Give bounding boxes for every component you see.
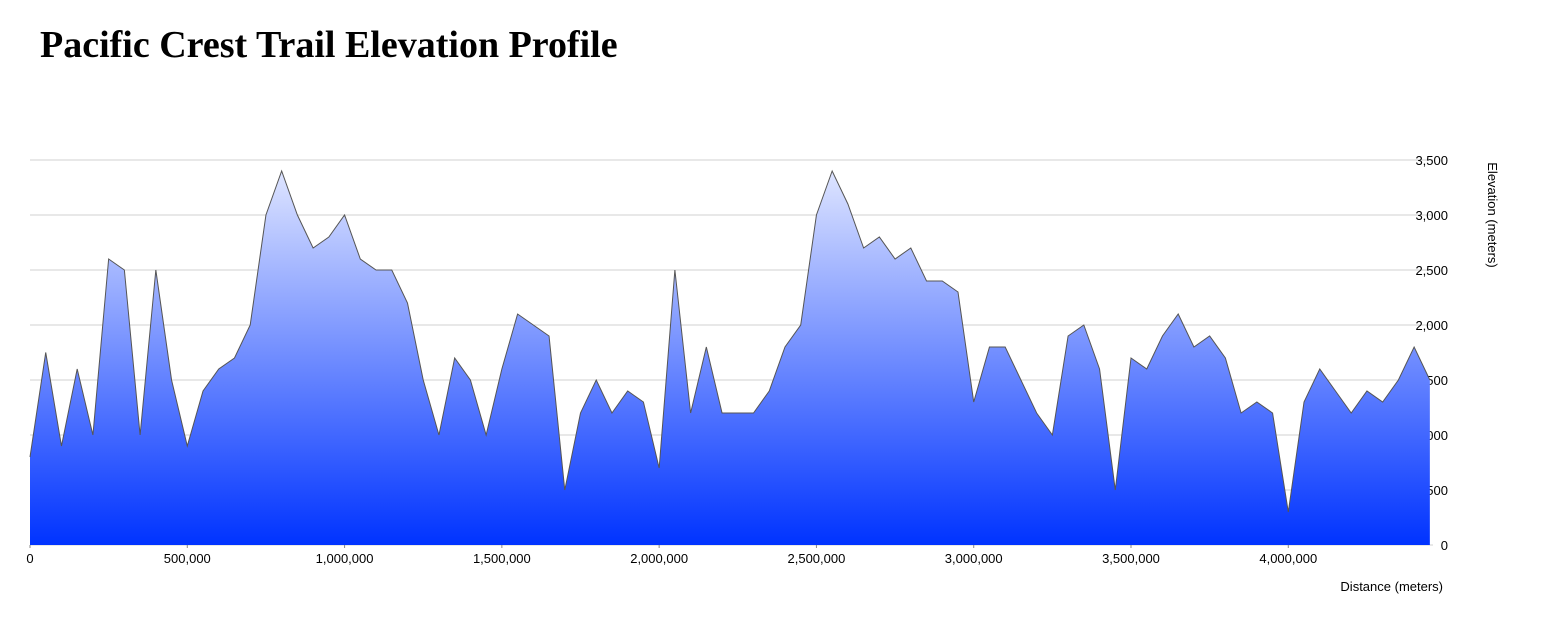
y-tick-label: 3,500 [1415, 153, 1448, 168]
chart-title: Pacific Crest Trail Elevation Profile [40, 24, 618, 66]
elevation-line [29, 169, 1431, 513]
y-tick-label: 3,000 [1415, 208, 1448, 223]
x-tick-label: 2,500,000 [788, 551, 846, 566]
x-tick-label: 4,000,000 [1259, 551, 1317, 566]
y-tick-label: 2,500 [1415, 263, 1448, 278]
y-tick-label: 500 [1426, 483, 1448, 498]
x-tick-label: 1,500,000 [473, 551, 531, 566]
y-tick-label: 2,000 [1415, 318, 1448, 333]
y-axis-title: Elevation (meters) [1485, 162, 1500, 267]
x-tick-label: 2,000,000 [630, 551, 688, 566]
y-tick-label: 0 [1441, 538, 1448, 553]
area-fill [30, 171, 1430, 545]
x-tick-label: 500,000 [164, 551, 211, 566]
x-axis-title: Distance (meters) [1340, 579, 1443, 594]
x-tick-label: 1,000,000 [316, 551, 374, 566]
x-tick-label: 3,500,000 [1102, 551, 1160, 566]
x-tick-label: 3,000,000 [945, 551, 1003, 566]
x-tick-label: 0 [26, 551, 33, 566]
